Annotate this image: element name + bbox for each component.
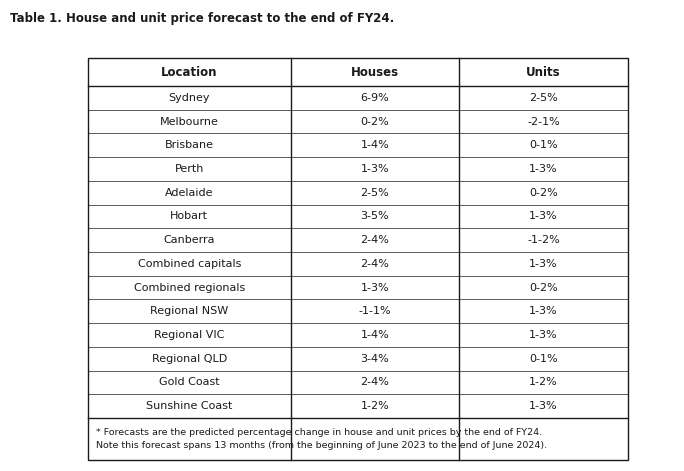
Text: 1-3%: 1-3% [529,401,558,411]
Text: Location: Location [161,65,218,79]
Text: 1-2%: 1-2% [529,377,558,388]
Text: Houses: Houses [351,65,399,79]
Text: 1-3%: 1-3% [529,306,558,317]
Bar [88,58,628,460]
Text: 2-4%: 2-4% [360,235,389,245]
Text: 0-2%: 0-2% [529,188,558,198]
Text: 2-4%: 2-4% [360,259,389,269]
Text: 0-2%: 0-2% [360,116,389,127]
Text: 1-3%: 1-3% [529,259,558,269]
Text: Combined capitals: Combined capitals [137,259,241,269]
Text: 2-5%: 2-5% [529,93,558,103]
Text: Melbourne: Melbourne [160,116,219,127]
Text: * Forecasts are the predicted percentage change in house and unit prices by the : * Forecasts are the predicted percentage… [96,428,547,450]
Text: 0-1%: 0-1% [529,140,558,150]
Text: 1-4%: 1-4% [360,140,389,150]
Text: -2-1%: -2-1% [527,116,560,127]
Text: Table 1. House and unit price forecast to the end of FY24.: Table 1. House and unit price forecast t… [10,12,394,25]
Text: Brisbane: Brisbane [165,140,213,150]
Text: Hobart: Hobart [170,211,208,221]
Text: 2-5%: 2-5% [360,188,389,198]
Text: 1-3%: 1-3% [529,164,558,174]
Text: 1-4%: 1-4% [360,330,389,340]
Text: Gold Coast: Gold Coast [159,377,220,388]
Text: 3-5%: 3-5% [360,211,389,221]
Text: Adelaide: Adelaide [165,188,213,198]
Text: 0-2%: 0-2% [529,283,558,292]
Text: Units: Units [526,65,561,79]
Text: 1-3%: 1-3% [360,283,389,292]
Text: Perth: Perth [174,164,204,174]
Text: 1-3%: 1-3% [360,164,389,174]
Text: 0-1%: 0-1% [529,354,558,364]
Text: Regional QLD: Regional QLD [152,354,227,364]
Text: 1-3%: 1-3% [529,211,558,221]
Text: -1-1%: -1-1% [358,306,391,317]
Text: Regional NSW: Regional NSW [150,306,228,317]
Text: 2-4%: 2-4% [360,377,389,388]
Text: Sydney: Sydney [168,93,210,103]
Text: 1-3%: 1-3% [529,330,558,340]
Text: 1-2%: 1-2% [360,401,389,411]
Text: Sunshine Coast: Sunshine Coast [146,401,233,411]
Text: -1-2%: -1-2% [527,235,560,245]
Text: Combined regionals: Combined regionals [133,283,245,292]
Text: Regional VIC: Regional VIC [154,330,224,340]
Text: Canberra: Canberra [163,235,215,245]
Text: 3-4%: 3-4% [360,354,389,364]
Text: 6-9%: 6-9% [360,93,389,103]
